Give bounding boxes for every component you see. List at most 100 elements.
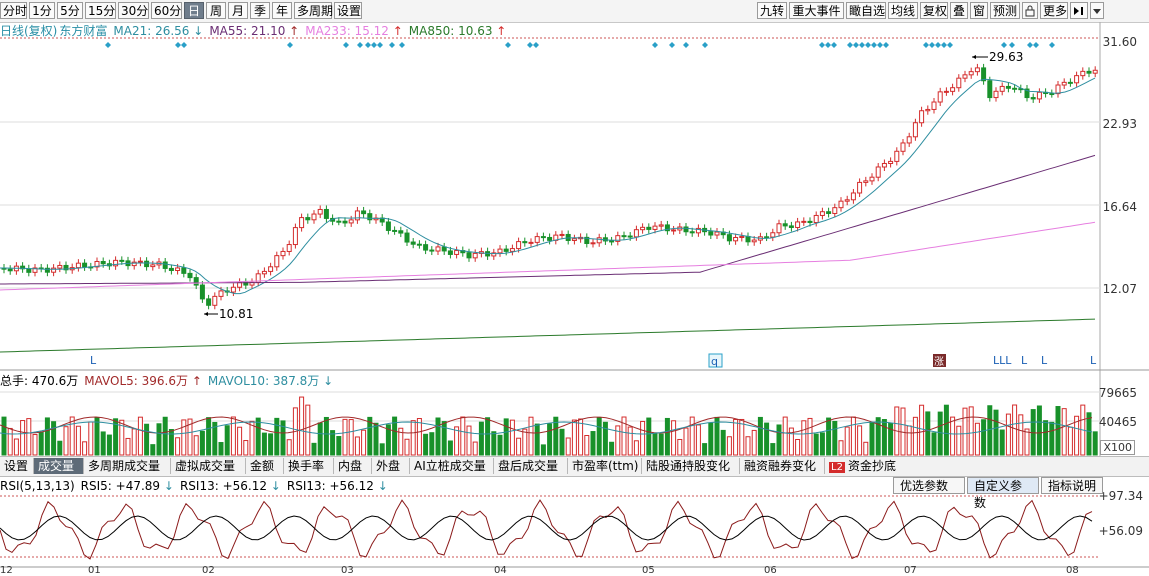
adjust-button[interactable]: 复权	[920, 2, 948, 19]
period-tab-week[interactable]: 周	[206, 2, 226, 19]
tab-settings[interactable]: 设置	[0, 458, 34, 474]
tab-northbound-holdings[interactable]: 陆股通持股变化	[642, 458, 740, 474]
candle-body	[342, 220, 348, 224]
tab-after-hours-volume[interactable]: 盘后成交量	[494, 458, 568, 474]
signal-diamond-icon	[831, 42, 837, 48]
tab-multi-period-volume[interactable]: 多周期成交量	[84, 458, 171, 474]
candle-body	[175, 267, 181, 271]
mavol10-value: MAVOL10: 387.8万 ↓	[207, 374, 334, 388]
candle-body	[131, 261, 137, 267]
volume-bar	[212, 421, 218, 456]
candle-body	[993, 90, 999, 99]
volume-bar	[503, 418, 509, 456]
candle-body	[807, 220, 813, 223]
period-tab-15min[interactable]: 15分	[85, 2, 116, 19]
period-tab-5min[interactable]: 5分	[57, 2, 83, 19]
tab-volume[interactable]: 成交量	[34, 458, 84, 474]
candle-body	[788, 225, 794, 228]
period-tab-intraday[interactable]: 分时	[0, 2, 27, 19]
candle-body	[782, 223, 788, 227]
period-tab-30min[interactable]: 30分	[118, 2, 149, 19]
window-button[interactable]: 窗	[970, 2, 988, 19]
candle-body	[274, 255, 280, 268]
rsi5-value: RSI5: +47.89 ↓	[80, 479, 174, 493]
more-button[interactable]: 更多	[1040, 2, 1068, 19]
tab-inner-disk[interactable]: 内盘	[334, 458, 372, 474]
marker-l: L	[90, 354, 97, 367]
volume-bar	[813, 433, 819, 456]
period-tab-year[interactable]: 年	[272, 2, 292, 19]
rsi-tick-1: +97.34	[1098, 489, 1143, 503]
period-tab-day[interactable]: 日	[184, 2, 204, 19]
chevron-down-icon[interactable]	[1090, 2, 1104, 19]
period-tab-1min[interactable]: 1分	[29, 2, 55, 19]
nine-turn-button[interactable]: 九转	[757, 2, 787, 19]
candle-body	[491, 252, 497, 257]
candle-body	[1061, 81, 1067, 86]
volume-bar	[162, 416, 168, 456]
major-events-button[interactable]: 重大事件	[789, 2, 844, 19]
volume-bar	[187, 418, 193, 456]
tab-amount[interactable]: 金额	[246, 458, 284, 474]
candle-body	[385, 221, 391, 231]
rsi5-line	[0, 499, 1093, 560]
settings-button[interactable]: 设置	[334, 2, 362, 19]
volume-bar	[243, 440, 249, 456]
signal-diamond-icon	[935, 42, 941, 48]
volume-bar	[844, 426, 850, 456]
tab-margin-trading[interactable]: 融资融券变化	[740, 458, 825, 474]
volume-bar	[144, 423, 150, 456]
signal-diamond-icon	[859, 42, 865, 48]
period-tab-quarter[interactable]: 季	[250, 2, 270, 19]
volume-bar	[1049, 421, 1055, 456]
period-tab-multi[interactable]: 多周期	[294, 2, 333, 19]
candle-body	[565, 233, 571, 241]
volume-bar	[119, 419, 125, 456]
volume-bar	[677, 438, 683, 456]
candle-body	[224, 290, 230, 293]
candle-body	[528, 241, 534, 244]
optimized-params-button[interactable]: 优选参数	[893, 477, 965, 494]
volume-bar	[416, 418, 422, 456]
volume-bar	[819, 432, 825, 456]
signal-diamond-icon	[1049, 42, 1055, 48]
volume-bar	[776, 424, 782, 456]
candle-body	[243, 281, 249, 286]
custom-params-button[interactable]: 自定义参数	[967, 477, 1039, 510]
volume-bar	[88, 421, 94, 456]
ma-button[interactable]: 均线	[888, 2, 918, 19]
tab-pe-ttm[interactable]: 市盈率(ttm)	[568, 458, 642, 474]
tab-ai-volume[interactable]: AI立桩成交量	[410, 458, 494, 474]
candle-body	[348, 219, 354, 224]
candle-body	[162, 261, 168, 269]
volume-bar	[993, 409, 999, 456]
signal-diamond-icon	[1027, 42, 1033, 48]
forecast-button[interactable]: 预测	[990, 2, 1020, 19]
tab-virtual-volume[interactable]: 虚拟成交量	[171, 458, 246, 474]
candle-body	[813, 214, 819, 223]
volume-bar	[999, 429, 1005, 456]
candle-body	[286, 244, 292, 252]
volume-bar	[807, 417, 813, 456]
tab-turnover[interactable]: 换手率	[284, 458, 334, 474]
candle-body	[652, 225, 658, 230]
candle-body	[398, 230, 404, 234]
volume-bar	[63, 426, 69, 456]
watchlist-button[interactable]: 瞰自选	[846, 2, 886, 19]
candle-body	[770, 232, 776, 238]
volume-bar	[404, 438, 410, 456]
overlay-button[interactable]: 叠	[950, 2, 968, 19]
volume-bar	[237, 426, 243, 456]
lock-icon[interactable]	[1022, 2, 1038, 19]
candle-body	[20, 265, 26, 270]
indicator-help-button[interactable]: 指标说明	[1041, 477, 1103, 494]
tab-outer-disk[interactable]: 外盘	[372, 458, 410, 474]
candle-body	[212, 295, 218, 306]
volume-bar	[348, 419, 354, 456]
period-tab-month[interactable]: 月	[228, 2, 248, 19]
tab-capital-bottom[interactable]: L2 资金抄底	[829, 459, 896, 473]
expand-panel-icon[interactable]	[1070, 2, 1088, 19]
period-tab-60min[interactable]: 60分	[151, 2, 182, 19]
rsi13-line	[0, 515, 1093, 541]
chart-title: 日线(复权)	[0, 24, 58, 38]
